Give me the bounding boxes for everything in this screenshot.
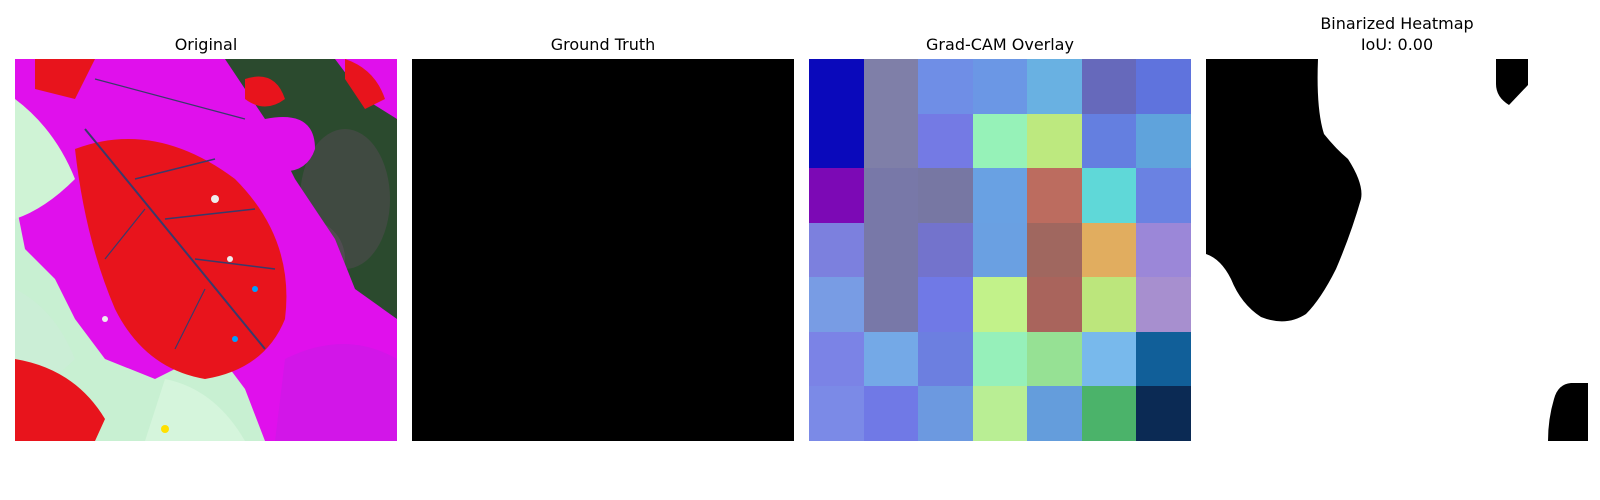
heatmap-cell — [972, 277, 1028, 332]
heatmap-cell — [809, 222, 864, 278]
heatmap-cell — [1081, 113, 1137, 169]
heatmap-cell — [1027, 331, 1082, 387]
gradcam-heatmap — [809, 59, 1191, 441]
heatmap-cell — [809, 59, 864, 114]
original-image — [15, 59, 397, 441]
binarized-mask — [1206, 59, 1588, 441]
heatmap-cell — [1081, 386, 1137, 441]
gradcam-title: Grad-CAM Overlay — [926, 35, 1074, 54]
heatmap-cell — [1136, 386, 1191, 441]
heatmap-cell — [1136, 222, 1191, 278]
heatmap-cell — [1027, 277, 1082, 332]
heatmap-cell — [918, 331, 973, 387]
heatmap-cell — [863, 113, 919, 169]
heatmap-cell — [1027, 59, 1082, 114]
ground-truth-panel: Ground Truth — [412, 0, 794, 500]
heatmap-cell — [1081, 277, 1137, 332]
heatmap-cell — [918, 59, 973, 114]
ground-truth-mask — [412, 59, 794, 441]
heatmap-cell — [863, 386, 919, 441]
heatmap-cell — [972, 168, 1028, 223]
heatmap-cell — [1081, 168, 1137, 223]
heatmap-cell — [809, 331, 864, 387]
heatmap-cell — [863, 59, 919, 114]
heatmap-cell — [809, 168, 864, 223]
heatmap-cell — [972, 331, 1028, 387]
iou-label: IoU: 0.00 — [1360, 35, 1434, 54]
heatmap-cell — [863, 331, 919, 387]
original-title: Original — [174, 35, 238, 54]
heatmap-cell — [1081, 59, 1137, 114]
heatmap-cell — [972, 386, 1028, 441]
heatmap-cell — [1136, 168, 1191, 223]
heatmap-cell — [972, 113, 1028, 169]
ground-truth-title: Ground Truth — [550, 35, 656, 54]
heatmap-cell — [1081, 331, 1137, 387]
heatmap-cell — [863, 277, 919, 332]
heatmap-cell — [1027, 113, 1082, 169]
gradcam-panel: Grad-CAM Overlay — [809, 0, 1191, 500]
heatmap-cell — [918, 386, 973, 441]
heatmap-cell — [809, 386, 864, 441]
heatmap-cell — [918, 168, 973, 223]
heatmap-cell — [918, 113, 973, 169]
heatmap-cell — [1027, 222, 1082, 278]
binarized-title: Binarized Heatmap — [1320, 14, 1474, 33]
heatmap-cell — [1136, 59, 1191, 114]
heatmap-cell — [1136, 331, 1191, 387]
heatmap-cell — [1136, 113, 1191, 169]
heatmap-cell — [809, 113, 864, 169]
heatmap-cell — [1081, 222, 1137, 278]
heatmap-cell — [863, 222, 919, 278]
heatmap-cell — [918, 277, 973, 332]
heatmap-cell — [1027, 386, 1082, 441]
binarized-panel: Binarized Heatmap IoU: 0.00 — [1206, 0, 1588, 500]
heatmap-cell — [1027, 168, 1082, 223]
heatmap-cell — [1136, 277, 1191, 332]
original-panel: Original — [15, 0, 397, 500]
heatmap-cell — [918, 222, 973, 278]
heatmap-cell — [863, 168, 919, 223]
heatmap-cell — [809, 277, 864, 332]
heatmap-cell — [972, 222, 1028, 278]
heatmap-cell — [972, 59, 1028, 114]
